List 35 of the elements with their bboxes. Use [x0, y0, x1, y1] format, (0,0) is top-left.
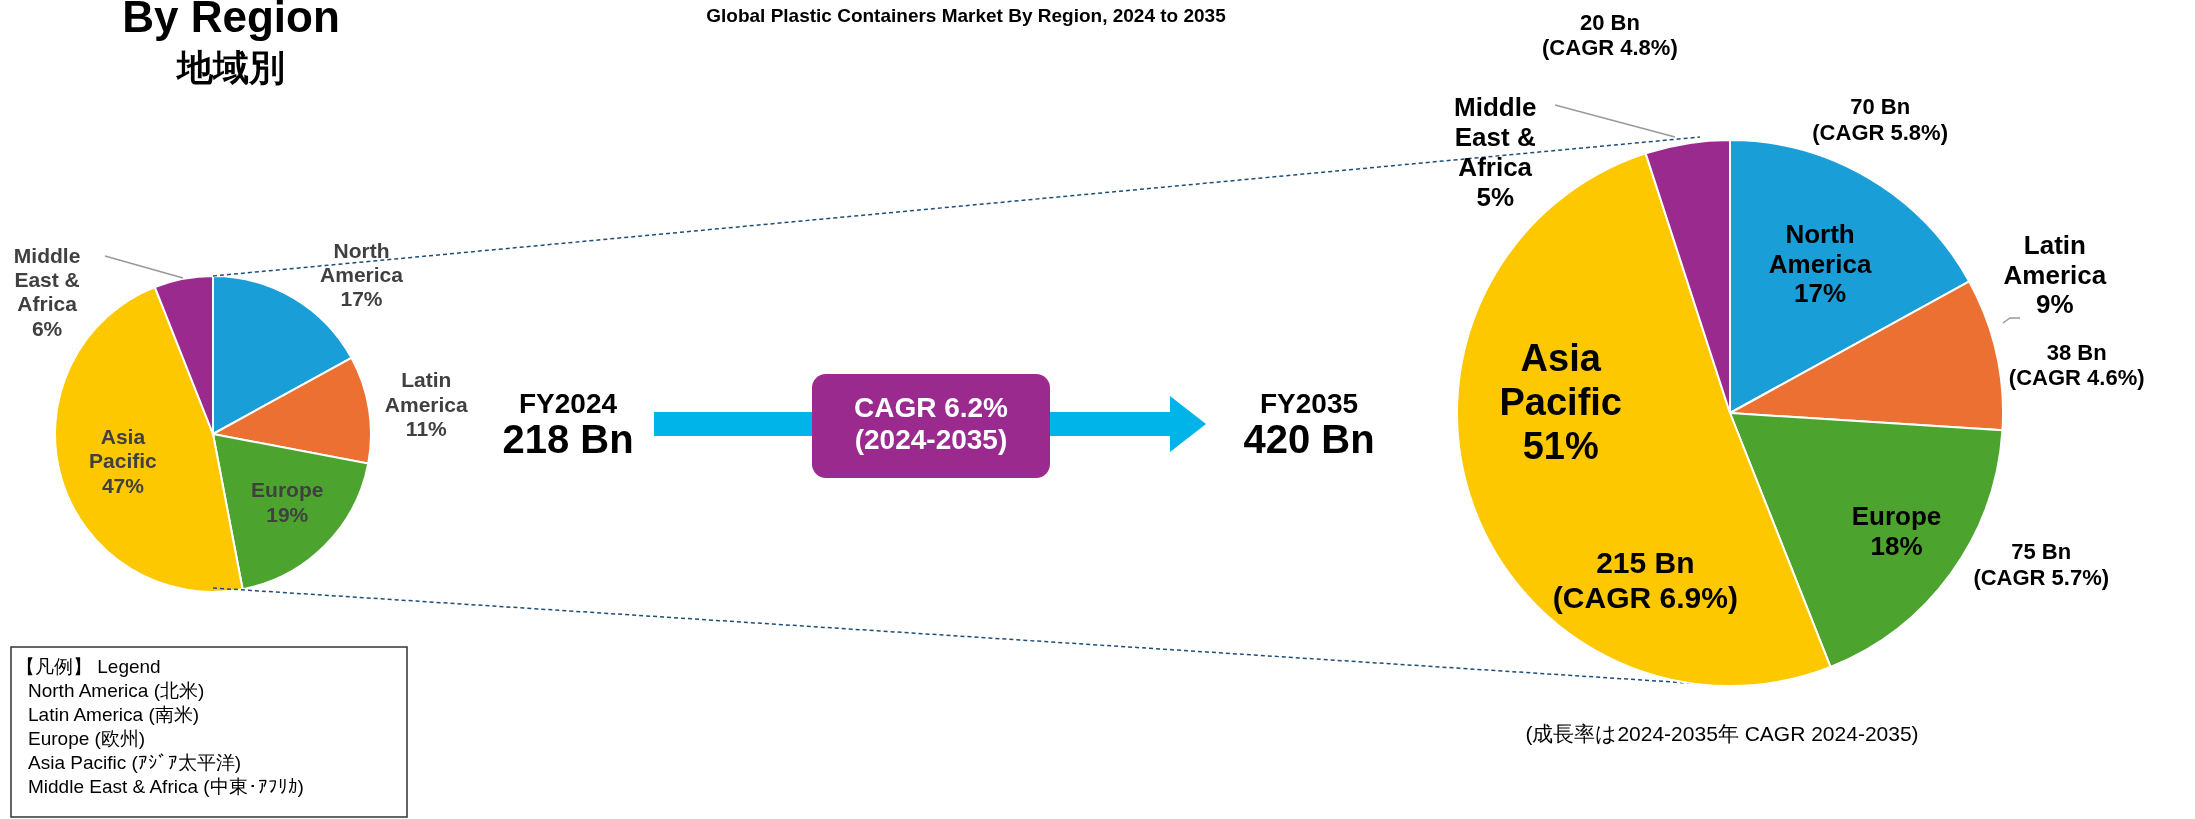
data-label: 17%: [340, 286, 383, 310]
text: 215 Bn (CAGR 6.9%): [1552, 545, 1738, 614]
slice-label: Europe: [251, 477, 324, 501]
data-label: 6%: [31, 316, 63, 340]
slice-label: North America: [320, 238, 404, 286]
data-label: 11%: [405, 416, 448, 440]
slice-label: Middle East & Africa: [1454, 91, 1537, 182]
slice-label: Asia Pacific: [1499, 337, 1623, 423]
text: Asia Pacific (ｱｼﾞｱ太平洋): [28, 752, 242, 774]
text: North America (北米): [28, 680, 205, 702]
data-label: 47%: [101, 473, 145, 497]
data-label: 51%: [1522, 424, 1599, 467]
text: Europe (欧州): [28, 728, 146, 750]
text: Latin America (南米): [28, 704, 200, 726]
slice-label: North America: [1768, 218, 1872, 279]
text: 38 Bn (CAGR 4.6%): [2008, 339, 2145, 391]
text: Middle East & Africa (中東･ｱﾌﾘｶ): [28, 776, 304, 798]
chart-subtitle: By Region 地域別: [122, 0, 340, 88]
data-label: 19%: [266, 502, 309, 526]
slice-label: Latin America: [2003, 229, 2107, 290]
data-label: 5%: [1476, 181, 1515, 212]
data-label: 18%: [1870, 530, 1923, 561]
text: 75 Bn (CAGR 5.7%): [1973, 539, 2110, 590]
slice-label: Latin America: [384, 367, 469, 416]
text: 【凡例】 Legend: [16, 656, 161, 678]
data-label: 9%: [2036, 289, 2074, 320]
text: Global Plastic Containers Market By Region, 2024 to 2035: [706, 5, 1227, 27]
text: 70 Bn (CAGR 5.8%): [1812, 94, 1948, 145]
slice-label: Europe: [1851, 501, 1942, 532]
slice-label: Middle East & Africa: [13, 243, 81, 315]
data-label: 17%: [1794, 278, 1847, 309]
slice-label: Asia Pacific: [89, 424, 158, 472]
text: CAGR 6.2% (2024-2035): [853, 392, 1009, 456]
text: 20 Bn (CAGR 4.8%): [1542, 9, 1678, 60]
text: (成長率は2024-2035年 CAGR 2024-2035): [1525, 721, 1919, 745]
